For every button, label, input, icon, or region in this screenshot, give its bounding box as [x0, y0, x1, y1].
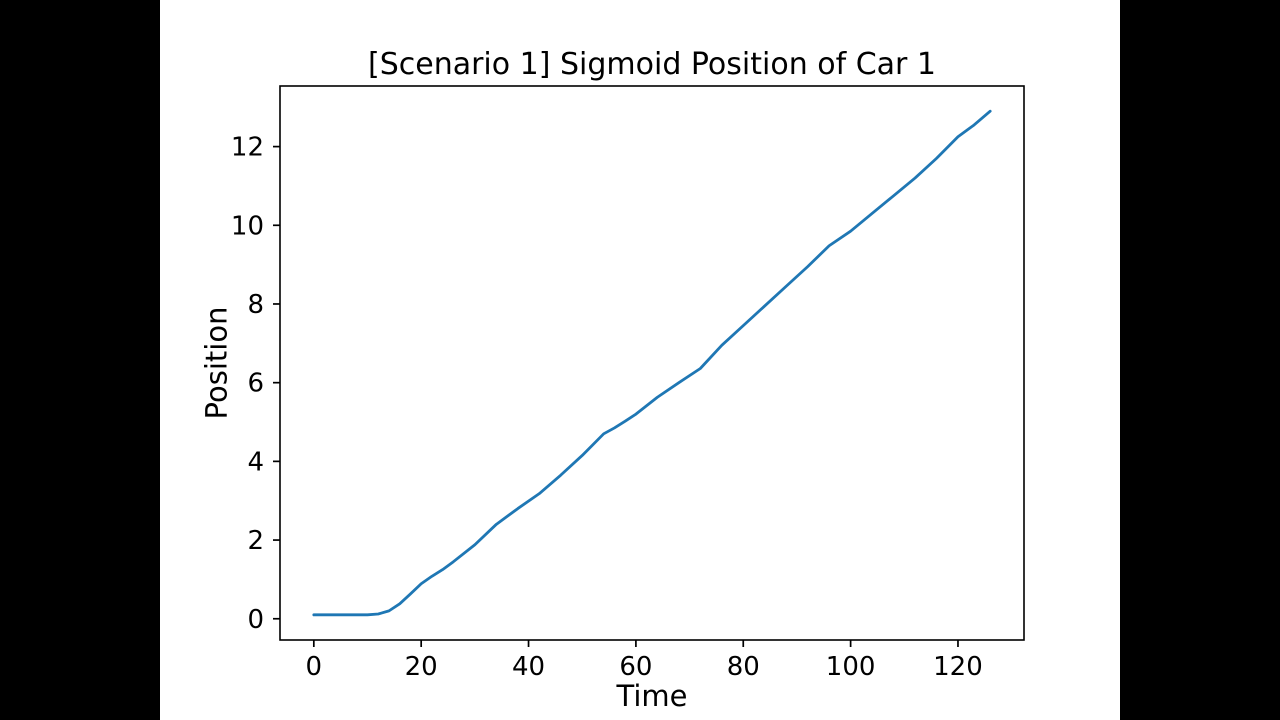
x-tick-label: 20 — [405, 652, 438, 682]
figure-canvas: [Scenario 1] Sigmoid Position of Car 1 0… — [160, 0, 1120, 720]
x-tick-label: 100 — [826, 652, 876, 682]
chart-title: [Scenario 1] Sigmoid Position of Car 1 — [368, 47, 936, 82]
y-tick-label: 2 — [247, 526, 264, 556]
letterbox-right-bar — [1120, 0, 1280, 720]
plot-area: 0 20 40 60 80 100 120 0 2 4 6 8 10 12 — [231, 85, 1025, 682]
y-tick-label: 12 — [231, 133, 264, 163]
y-axis-ticks: 0 2 4 6 8 10 12 — [231, 133, 280, 635]
axes-spines — [279, 85, 1025, 641]
x-tick-label: 80 — [727, 652, 760, 682]
y-tick-label: 8 — [247, 290, 264, 320]
y-tick-label: 10 — [231, 211, 264, 241]
x-tick-label: 120 — [933, 652, 983, 682]
letterbox-left-bar — [0, 0, 160, 720]
y-tick-label: 6 — [247, 369, 264, 399]
y-tick-label: 4 — [247, 447, 264, 477]
x-tick-label: 60 — [619, 652, 652, 682]
x-axis-ticks: 0 20 40 60 80 100 120 — [306, 640, 983, 682]
x-axis-label: Time — [616, 679, 688, 713]
position-line-series — [312, 109, 992, 617]
x-tick-label: 0 — [306, 652, 323, 682]
y-tick-label: 0 — [247, 605, 264, 635]
x-tick-label: 40 — [512, 652, 545, 682]
y-axis-label: Position — [199, 306, 234, 420]
axes-frame — [279, 85, 1025, 641]
position-line — [312, 109, 992, 617]
